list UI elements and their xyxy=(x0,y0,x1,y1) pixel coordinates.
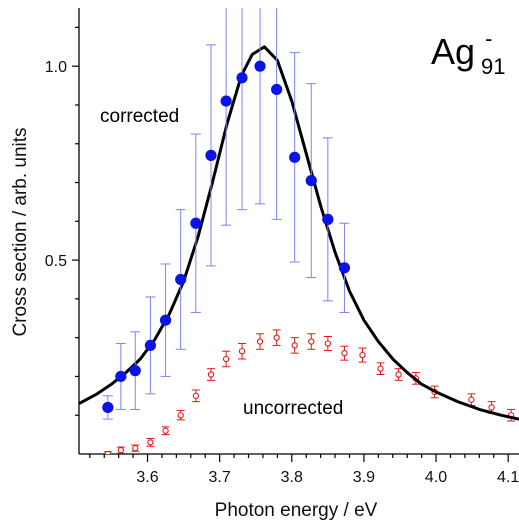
corrected-point xyxy=(254,60,266,72)
corrected-point xyxy=(322,213,334,225)
species-subscript: 91 xyxy=(481,54,505,79)
uncorrected-point xyxy=(291,342,298,349)
uncorrected-point xyxy=(488,404,495,411)
uncorrected-point xyxy=(222,355,230,363)
x-tick-label: 3.9 xyxy=(353,469,375,486)
corrected-point xyxy=(236,72,248,84)
species-label: Ag - 91 xyxy=(431,26,505,79)
uncorrected-point xyxy=(324,340,332,347)
uncorrected-point xyxy=(256,338,264,345)
corrected-point xyxy=(305,174,317,187)
y-tick-label: 1.0 xyxy=(45,59,67,76)
uncorrected-point xyxy=(117,446,124,454)
corrected-series xyxy=(102,8,351,420)
uncorrected-point xyxy=(395,371,402,378)
species-charge: - xyxy=(485,26,492,51)
fit-curve xyxy=(79,45,519,421)
corrected-point xyxy=(190,217,202,229)
corrected-point xyxy=(144,339,157,352)
uncorrected-point xyxy=(162,427,169,434)
x-tick-label: 3.6 xyxy=(136,469,158,486)
y-axis-title: Cross section / arb. units xyxy=(10,127,31,336)
corrected-point xyxy=(289,151,301,163)
uncorrected-point xyxy=(468,396,475,403)
uncorrected-point xyxy=(177,412,184,419)
uncorrected-point xyxy=(104,450,112,454)
corrected-point xyxy=(338,262,351,274)
x-tick-label: 3.8 xyxy=(281,469,303,486)
y-tick-label: 0.5 xyxy=(45,253,67,270)
uncorrected-point xyxy=(359,351,366,359)
uncorrected-point xyxy=(238,348,246,355)
uncorrected-point xyxy=(207,371,215,378)
uncorrected-point xyxy=(341,350,348,357)
uncorrected-point xyxy=(273,334,280,341)
corrected-point xyxy=(129,365,141,377)
x-tick-label: 4.1 xyxy=(497,469,519,486)
annotation-corrected: corrected xyxy=(100,106,179,127)
corrected-point xyxy=(159,314,172,326)
uncorrected-point xyxy=(192,392,200,399)
corrected-point xyxy=(271,83,283,96)
x-axis-title: Photon energy / eV xyxy=(215,500,378,521)
uncorrected-point xyxy=(377,365,384,372)
x-tick-label: 3.7 xyxy=(209,469,231,486)
uncorrected-point xyxy=(132,445,139,452)
uncorrected-point xyxy=(147,439,154,446)
uncorrected-point xyxy=(308,338,315,345)
fit-series xyxy=(79,45,519,421)
uncorrected-series xyxy=(103,329,516,454)
corrected-point xyxy=(205,149,217,161)
species-base: Ag xyxy=(431,31,475,72)
corrected-point xyxy=(102,401,114,414)
x-axis-ticks: 3.6 3.7 3.8 3.9 4.0 4.1 xyxy=(89,454,519,486)
y-axis-ticks: 0.5 1.0 xyxy=(45,26,79,416)
x-tick-label: 4.0 xyxy=(425,469,447,486)
annotation-uncorrected: uncorrected xyxy=(243,398,343,419)
corrected-point xyxy=(220,95,232,107)
corrected-point xyxy=(115,370,127,383)
corrected-point xyxy=(175,273,187,286)
